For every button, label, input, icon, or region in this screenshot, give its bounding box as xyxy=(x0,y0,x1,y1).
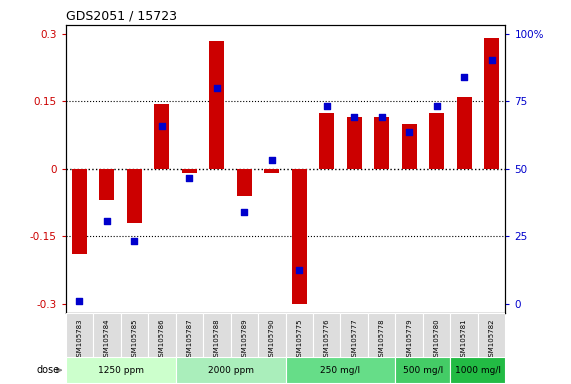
Bar xyxy=(237,169,252,196)
Text: GDS2051 / 15723: GDS2051 / 15723 xyxy=(66,9,176,22)
Text: GSM105788: GSM105788 xyxy=(214,318,220,361)
Bar xyxy=(176,313,203,357)
Bar xyxy=(258,313,286,357)
Point xyxy=(75,298,84,305)
Text: GSM105782: GSM105782 xyxy=(489,318,494,361)
Point xyxy=(212,85,222,91)
Point xyxy=(405,128,414,135)
Text: GSM105779: GSM105779 xyxy=(406,318,412,361)
Bar xyxy=(401,124,417,169)
Bar xyxy=(395,313,423,357)
Bar xyxy=(148,313,176,357)
Text: GSM105783: GSM105783 xyxy=(77,318,82,361)
Bar xyxy=(451,357,505,383)
Point xyxy=(267,157,276,164)
Bar xyxy=(66,313,93,357)
Point xyxy=(185,174,194,180)
Bar xyxy=(127,169,142,223)
Text: GSM105780: GSM105780 xyxy=(433,318,440,361)
Bar xyxy=(93,313,120,357)
Bar xyxy=(374,117,389,169)
Bar xyxy=(176,357,286,383)
Text: GSM105777: GSM105777 xyxy=(351,318,357,361)
Point xyxy=(487,56,496,63)
Point xyxy=(130,238,139,244)
Text: 1000 mg/l: 1000 mg/l xyxy=(455,366,501,375)
Bar xyxy=(347,117,362,169)
Bar xyxy=(484,38,499,169)
Bar xyxy=(182,169,197,174)
Bar xyxy=(340,313,368,357)
Bar xyxy=(429,113,444,169)
Bar xyxy=(368,313,395,357)
Bar xyxy=(313,313,340,357)
Text: GSM105785: GSM105785 xyxy=(131,318,138,361)
Point xyxy=(377,114,386,120)
Bar xyxy=(209,41,224,169)
Bar xyxy=(395,357,451,383)
Point xyxy=(295,266,304,273)
Text: 500 mg/l: 500 mg/l xyxy=(403,366,443,375)
Bar xyxy=(286,383,505,384)
Text: GSM105789: GSM105789 xyxy=(242,318,247,361)
Bar xyxy=(264,169,279,174)
Text: 2000 ppm: 2000 ppm xyxy=(207,366,254,375)
Text: GSM105776: GSM105776 xyxy=(324,318,329,361)
Bar xyxy=(451,313,478,357)
Point xyxy=(460,74,469,80)
Point xyxy=(322,103,331,109)
Point xyxy=(349,114,359,120)
Bar xyxy=(66,383,286,384)
Bar xyxy=(457,97,472,169)
Bar xyxy=(72,169,87,255)
Point xyxy=(102,218,111,224)
Text: dose: dose xyxy=(37,365,60,375)
Text: GSM105781: GSM105781 xyxy=(461,318,467,361)
Bar xyxy=(120,313,148,357)
Bar xyxy=(99,169,114,200)
Text: GSM105786: GSM105786 xyxy=(159,318,165,361)
Text: GSM105778: GSM105778 xyxy=(379,318,385,361)
Point xyxy=(157,123,166,129)
Text: GSM105775: GSM105775 xyxy=(296,318,302,361)
Text: 1250 ppm: 1250 ppm xyxy=(98,366,144,375)
Point xyxy=(432,103,441,109)
Bar xyxy=(66,357,176,383)
Text: GSM105790: GSM105790 xyxy=(269,318,275,361)
Text: GSM105784: GSM105784 xyxy=(104,318,110,361)
Bar xyxy=(319,113,334,169)
Bar xyxy=(231,313,258,357)
Bar xyxy=(292,169,307,304)
Text: 250 mg/l: 250 mg/l xyxy=(320,366,360,375)
Bar xyxy=(154,104,170,169)
Bar xyxy=(286,357,395,383)
Text: GSM105787: GSM105787 xyxy=(186,318,192,361)
Bar xyxy=(423,313,451,357)
Point xyxy=(240,209,249,215)
Bar xyxy=(286,313,313,357)
Bar xyxy=(478,313,505,357)
Bar xyxy=(203,313,231,357)
